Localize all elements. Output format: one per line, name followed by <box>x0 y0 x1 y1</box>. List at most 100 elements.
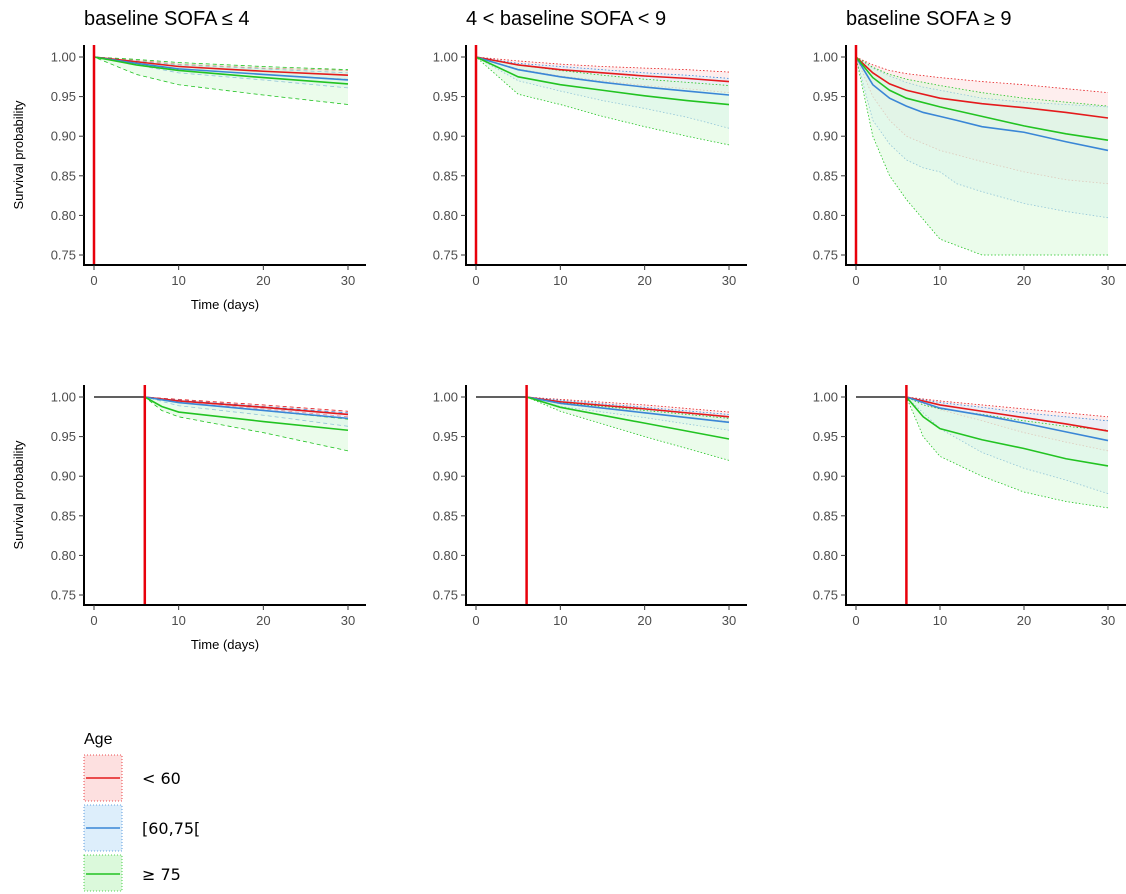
survival-curve-75-plus <box>475 56 730 106</box>
y-tick-label: 0.85 <box>433 508 458 523</box>
x-tick-label: 30 <box>1101 273 1115 288</box>
ci-lower-75-plus <box>476 396 730 461</box>
ci-upper-under-60 <box>476 396 730 413</box>
ci-upper-75-plus <box>855 56 1109 107</box>
ci-lower-75-plus <box>93 56 349 105</box>
panel-title: baseline SOFA ≥ 9 <box>846 8 1012 30</box>
ci-upper-60-75 <box>476 396 730 415</box>
legend-label-under-60: < 60 <box>142 769 181 788</box>
y-tick-label: 0.75 <box>433 588 458 603</box>
y-tick-label: 0.95 <box>813 429 838 444</box>
ci-lower-75-plus <box>856 396 1109 509</box>
plot-area <box>93 56 349 105</box>
legend-item-75-plus: ≥ 75 <box>83 854 181 892</box>
y-tick-label: 1.00 <box>51 50 76 65</box>
survival-curve-75-plus <box>855 56 1109 141</box>
x-tick-label: 0 <box>852 273 859 288</box>
legend-label-60-75: [60,75[ <box>142 819 200 838</box>
ci-upper-under-60 <box>475 56 730 73</box>
y-tick-label: 0.75 <box>51 248 76 263</box>
plot-area <box>94 396 349 452</box>
x-axis-title: Time (days) <box>191 637 259 652</box>
ci-upper-60-75 <box>475 56 730 79</box>
ci-band-75-plus <box>476 57 729 145</box>
x-tick-label: 30 <box>341 273 355 288</box>
y-tick-label: 0.75 <box>51 588 76 603</box>
plot-area <box>856 396 1109 509</box>
ci-band-75-plus <box>94 57 348 105</box>
survival-curve-60-75 <box>475 56 730 96</box>
survival-curve-60-75 <box>906 396 1109 442</box>
x-tick-label: 30 <box>1101 613 1115 628</box>
x-tick-label: 30 <box>341 613 355 628</box>
y-tick-label: 1.00 <box>813 50 838 65</box>
y-tick-label: 1.00 <box>433 390 458 405</box>
survival-curve-60-75 <box>855 56 1109 152</box>
plot-area <box>855 56 1109 256</box>
y-tick-label: 1.00 <box>433 50 458 65</box>
y-tick-label: 0.90 <box>433 129 458 144</box>
y-tick-label: 0.95 <box>433 429 458 444</box>
x-tick-label: 30 <box>722 273 736 288</box>
x-tick-label: 10 <box>553 613 567 628</box>
y-tick-label: 0.90 <box>51 469 76 484</box>
y-tick-label: 0.80 <box>813 208 838 223</box>
x-tick-label: 10 <box>171 273 185 288</box>
y-tick-label: 0.80 <box>433 548 458 563</box>
survival-curve-75-plus <box>526 396 730 440</box>
ci-lower-75-plus <box>475 56 730 146</box>
y-tick-label: 0.90 <box>813 469 838 484</box>
y-tick-label: 0.75 <box>813 588 838 603</box>
y-tick-label: 0.95 <box>813 89 838 104</box>
ci-upper-under-60 <box>94 396 349 412</box>
x-tick-label: 10 <box>933 273 947 288</box>
y-tick-label: 1.00 <box>51 390 76 405</box>
survival-curve-75-plus <box>93 56 349 85</box>
ci-band-60-75 <box>94 397 348 427</box>
panel-4: 0.75 0.80 0.85 0.90 0.95 1.00 0 10 20 30 Time (day… <box>11 385 366 652</box>
x-tick-label: 0 <box>90 273 97 288</box>
x-tick-label: 10 <box>553 273 567 288</box>
y-tick-label: 0.80 <box>51 208 76 223</box>
panel-3: baseline SOFA ≥ 9 0.75 0.80 0.85 0.90 0.95 1.0… <box>813 8 1126 288</box>
y-tick-label: 0.95 <box>433 89 458 104</box>
legend-item-60-75: [60,75[ <box>83 804 200 852</box>
panel-title: 4 < baseline SOFA < 9 <box>466 8 666 30</box>
ci-upper-under-60 <box>855 56 1109 94</box>
y-tick-label: 0.85 <box>813 168 838 183</box>
survival-curve-60-75 <box>93 56 349 81</box>
ci-band-under-60 <box>476 397 729 422</box>
survival-curve-under-60 <box>93 56 349 77</box>
panels: baseline SOFA ≤ 4 0.75 0.80 0.85 0.90 0.95 1.0… <box>11 8 1126 652</box>
panel-1: baseline SOFA ≤ 4 0.75 0.80 0.85 0.90 0.95 1.0… <box>11 8 366 312</box>
y-tick-label: 0.80 <box>51 548 76 563</box>
ci-upper-75-plus <box>93 56 349 71</box>
y-tick-label: 0.90 <box>51 129 76 144</box>
y-axis-title: Survival probability <box>11 100 26 210</box>
y-tick-label: 0.90 <box>813 129 838 144</box>
ci-band-75-plus <box>94 397 348 451</box>
y-tick-label: 0.90 <box>433 469 458 484</box>
y-tick-label: 0.80 <box>813 548 838 563</box>
y-axis-title: Survival probability <box>11 440 26 550</box>
x-tick-label: 20 <box>637 613 651 628</box>
ci-band-75-plus <box>856 397 1108 508</box>
panel-2: 4 < baseline SOFA < 9 0.75 0.80 0.85 0.90 0.9… <box>433 8 747 288</box>
ci-band-75-plus <box>476 397 729 461</box>
legend-item-under-60: < 60 <box>83 754 181 802</box>
y-tick-label: 1.00 <box>813 390 838 405</box>
x-tick-label: 20 <box>1017 613 1031 628</box>
y-tick-label: 0.85 <box>433 168 458 183</box>
x-tick-label: 0 <box>472 613 479 628</box>
x-tick-label: 0 <box>852 613 859 628</box>
survival-curve-under-60 <box>906 396 1109 432</box>
y-tick-label: 0.75 <box>433 248 458 263</box>
legend-label-75-plus: ≥ 75 <box>142 865 181 884</box>
x-tick-label: 20 <box>1017 273 1031 288</box>
y-tick-label: 0.85 <box>813 508 838 523</box>
panel-5: 0.75 0.80 0.85 0.90 0.95 1.00 0 10 20 30 <box>433 385 747 628</box>
panel-6: 0.75 0.80 0.85 0.90 0.95 1.00 0 10 20 30 <box>813 385 1126 628</box>
x-tick-label: 30 <box>722 613 736 628</box>
y-tick-label: 0.75 <box>813 248 838 263</box>
